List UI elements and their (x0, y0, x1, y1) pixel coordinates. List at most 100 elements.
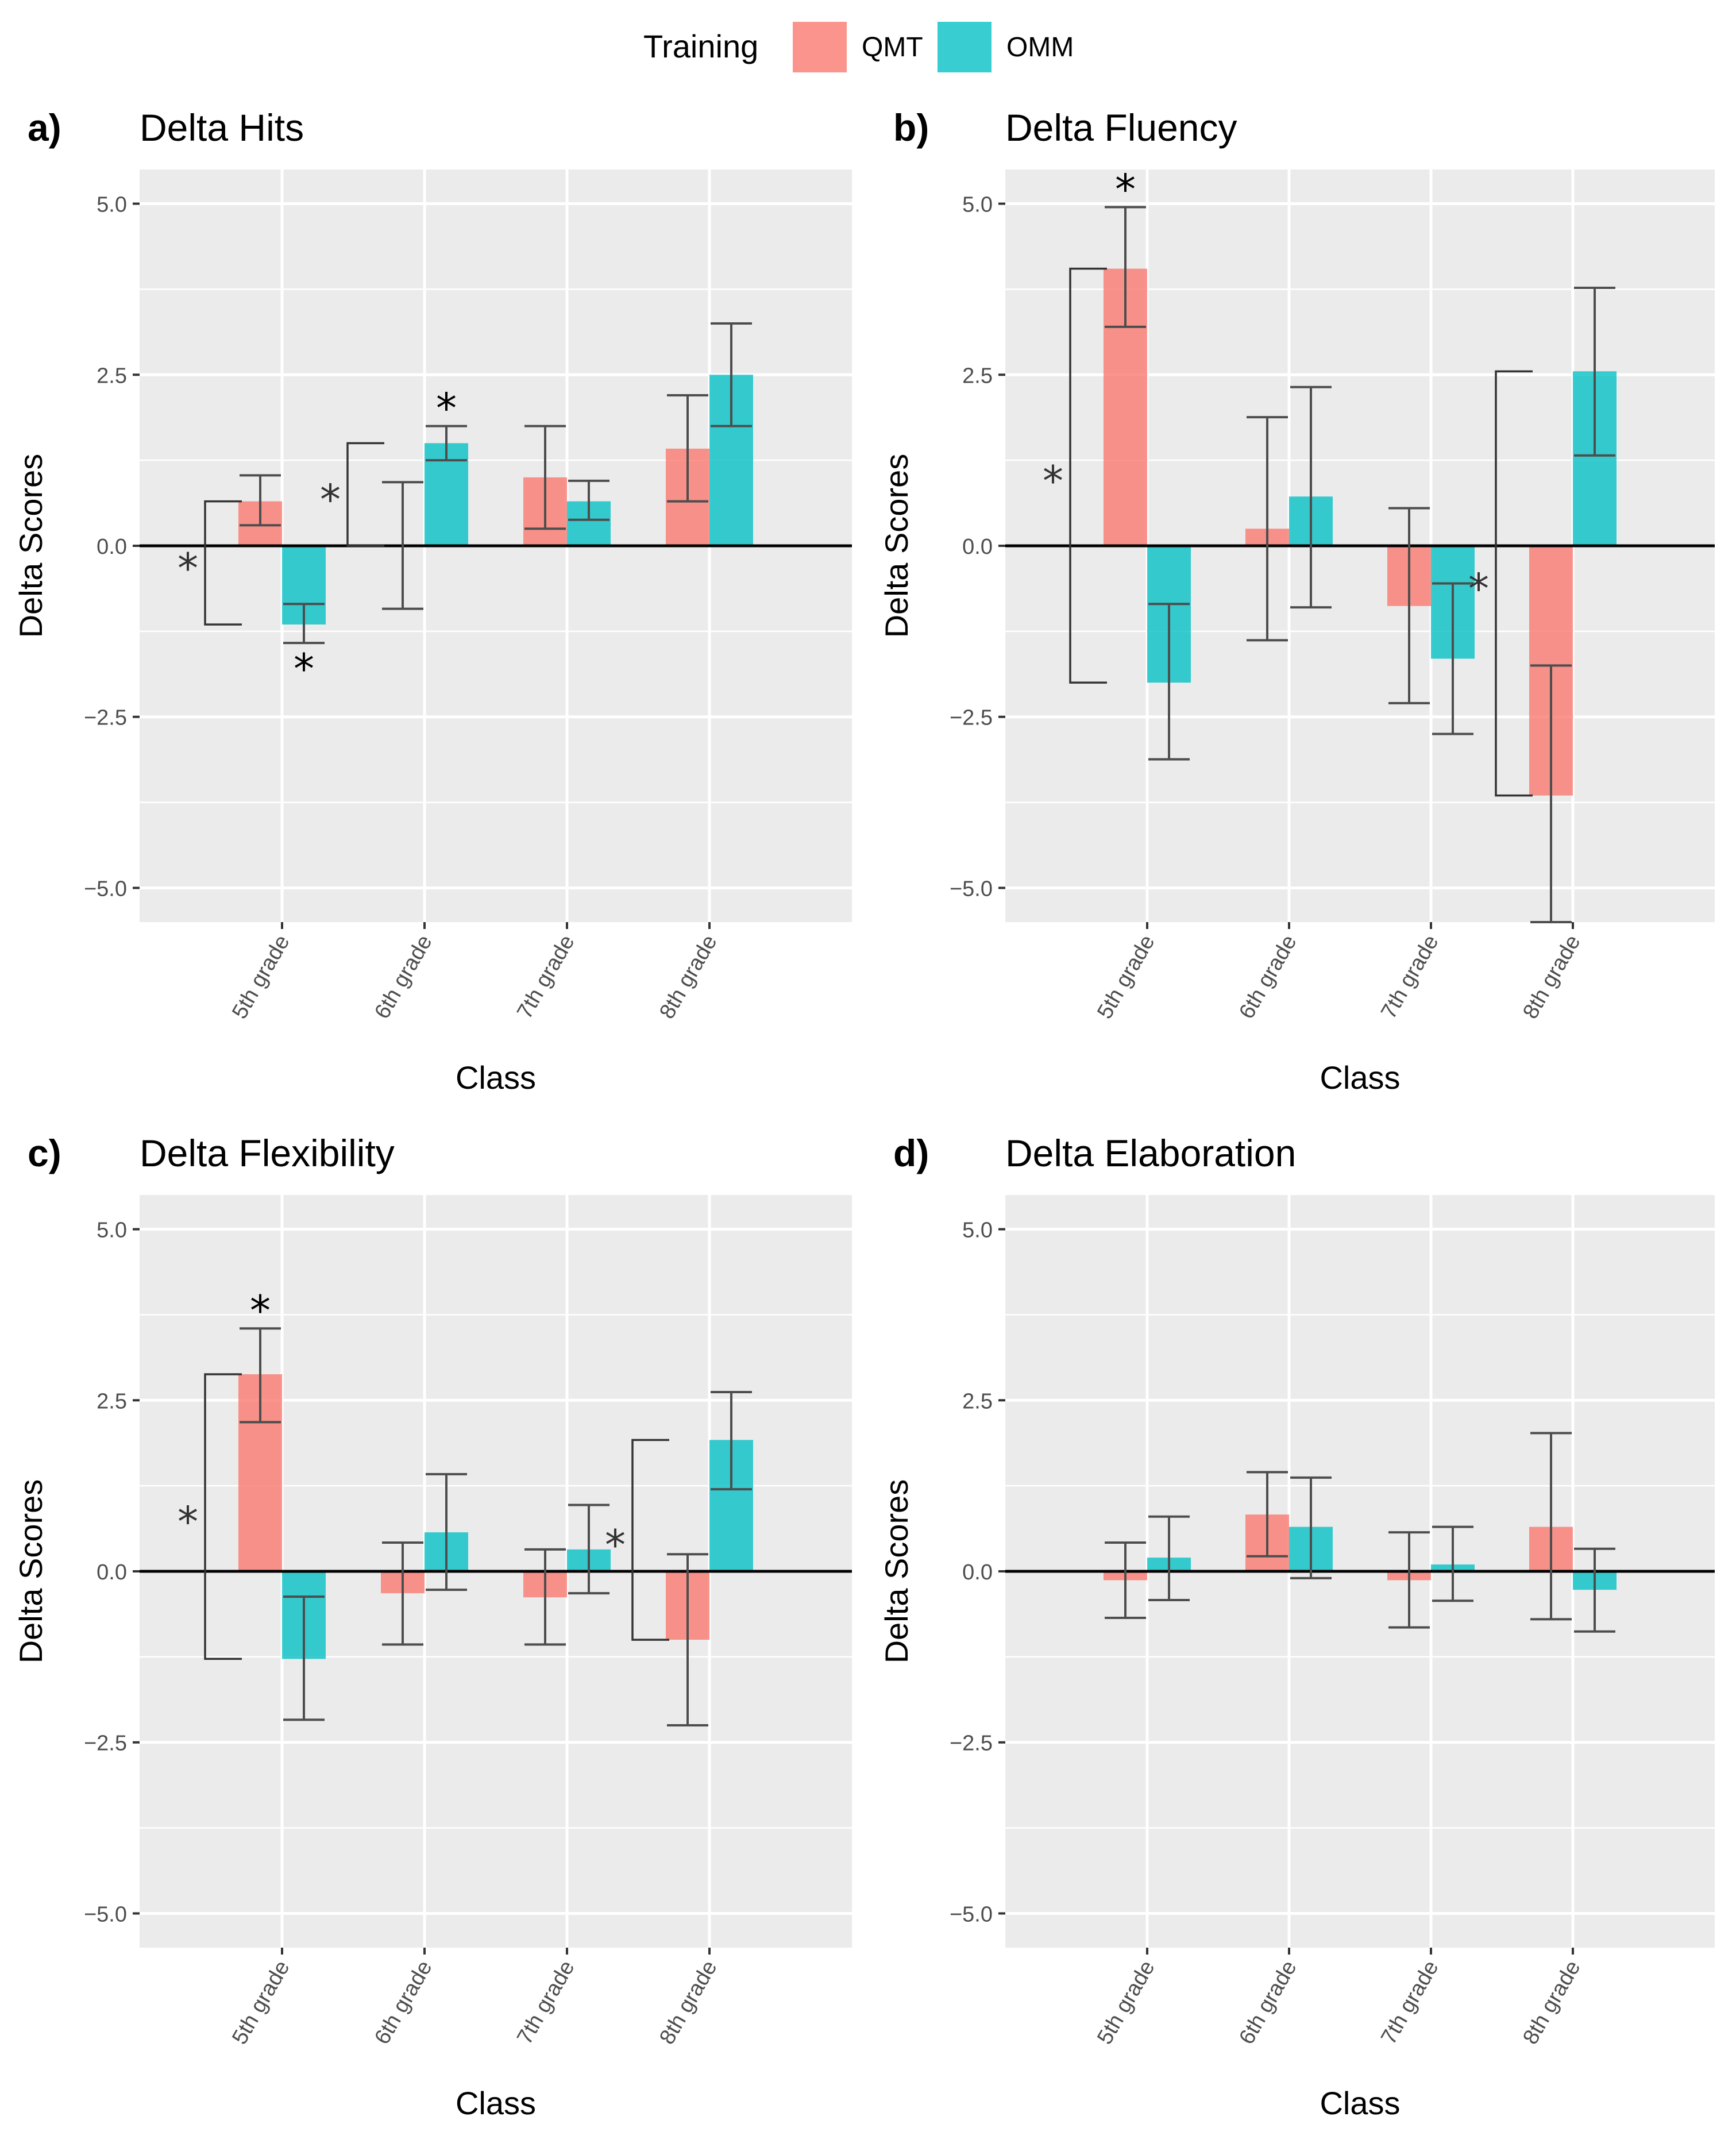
y-tick-label: −2.5 (84, 1732, 127, 1756)
x-axis-title: Class (456, 2085, 536, 2121)
y-tick-label: 2.5 (97, 1389, 127, 1413)
errorbar-qmt-5th-grade (240, 474, 281, 527)
y-tick-label: 5.0 (962, 1219, 993, 1243)
panel-letter: d) (893, 1132, 929, 1174)
errorbar-omm-5th-grade (1148, 603, 1190, 761)
panel-letter: a) (28, 106, 61, 149)
y-tick-label: −5.0 (84, 877, 127, 901)
errorbar-omm-5th-grade (283, 603, 325, 645)
y-axis-title: Delta Scores (878, 1479, 915, 1664)
errorbar-qmt-8th-grade (1530, 1432, 1572, 1621)
x-tick-label: 7th grade (1376, 931, 1444, 1023)
x-tick-label: 8th grade (655, 1957, 722, 2049)
y-tick-label: 2.5 (962, 1389, 993, 1413)
y-tick-label: −2.5 (950, 1732, 993, 1756)
y-tick-label: 5.0 (97, 1219, 127, 1243)
panel-b: 5.0 2.5 0.0 −2.5 −5.0 5th grade 6th grade 7th g… (878, 106, 1715, 1096)
errorbar-omm-6th-grade (426, 1473, 467, 1591)
errorbar-omm-7th-grade (1432, 582, 1473, 735)
comparison-bracket (346, 442, 384, 547)
bracket-star: * (605, 1521, 626, 1569)
x-tick-label: 8th grade (655, 931, 722, 1023)
y-axis-title: Delta Scores (13, 1479, 49, 1664)
x-axis-title: Class (1320, 2085, 1400, 2121)
y-tick-label: 0.0 (962, 535, 993, 559)
panel-title: Delta Elaboration (1005, 1132, 1296, 1174)
errorbar-omm-8th-grade (711, 322, 752, 427)
errorbar-qmt-5th-grade (1105, 206, 1146, 328)
y-tick-label: −5.0 (84, 1902, 127, 1926)
y-axis-title: Delta Scores (13, 454, 49, 638)
y-tick-label: −2.5 (84, 706, 127, 730)
legend-title: Training (643, 28, 758, 64)
errorbar-qmt-6th-grade (382, 1541, 423, 1646)
x-tick-label: 8th grade (1518, 931, 1585, 1023)
errorbar-qmt-6th-grade (382, 481, 423, 610)
errorbar-qmt-6th-grade (1247, 1471, 1288, 1558)
x-tick-label: 5th grade (227, 931, 295, 1023)
errorbar-qmt-7th-grade (1388, 1531, 1430, 1629)
y-tick-label: 2.5 (962, 364, 993, 388)
panel-c: 5.0 2.5 0.0 −2.5 −5.0 5th grade 6th grade 7th g… (13, 1132, 852, 2121)
legend: Training QMT OMM (643, 22, 1074, 72)
comparison-bracket (204, 500, 242, 626)
y-axis-title: Delta Scores (878, 454, 915, 638)
errorbar-omm-7th-grade (568, 479, 609, 521)
panel-letter: b) (893, 106, 929, 149)
legend-label-omm: OMM (1006, 32, 1074, 63)
y-tick-label: 5.0 (962, 193, 993, 217)
x-tick-label: 7th grade (1376, 1957, 1444, 2049)
x-tick-label: 5th grade (1093, 931, 1160, 1023)
panel-a: 5.0 2.5 0.0 −2.5 −5.0 5th grade 6th grade 7th g… (13, 106, 852, 1096)
legend-label-qmt: QMT (862, 32, 923, 63)
significance-star: * (294, 645, 314, 693)
x-tick-label: 6th grade (370, 1957, 437, 2049)
errorbar-qmt-5th-grade (1105, 1541, 1146, 1619)
y-tick-label: 0.0 (962, 1560, 993, 1585)
x-axis-title: Class (1320, 1059, 1400, 1096)
comparison-bracket (631, 1439, 669, 1641)
panel-title: Delta Hits (140, 106, 304, 149)
errorbar-qmt-7th-grade (524, 1548, 566, 1646)
bracket-star: * (178, 1498, 198, 1546)
errorbar-omm-6th-grade (1290, 386, 1332, 609)
bracket-star: * (320, 476, 341, 524)
errorbar-qmt-8th-grade (667, 1553, 708, 1726)
errorbar-qmt-5th-grade (240, 1327, 281, 1424)
significance-star: * (436, 384, 457, 433)
significance-star: * (1115, 165, 1136, 214)
panel-title: Delta Flexibility (140, 1132, 395, 1174)
panel-letter: c) (28, 1132, 61, 1174)
x-tick-label: 7th grade (512, 931, 580, 1023)
errorbar-omm-7th-grade (1432, 1525, 1473, 1602)
panel-title: Delta Fluency (1005, 106, 1237, 149)
bracket-star: * (1043, 457, 1063, 505)
x-tick-label: 8th grade (1518, 1957, 1585, 2049)
errorbar-omm-8th-grade (711, 1390, 752, 1491)
legend-swatch-qmt (793, 22, 847, 72)
errorbar-qmt-8th-grade (667, 394, 708, 503)
panel-d: 5.0 2.5 0.0 −2.5 −5.0 5th grade 6th grade 7th g… (878, 1132, 1715, 2121)
errorbar-omm-8th-grade (1574, 287, 1615, 457)
errorbar-qmt-8th-grade (1530, 664, 1572, 923)
y-tick-label: −5.0 (950, 1902, 993, 1926)
errorbar-qmt-7th-grade (524, 425, 566, 530)
errorbar-qmt-6th-grade (1247, 416, 1288, 642)
legend-swatch-omm (938, 22, 992, 72)
x-tick-label: 5th grade (227, 1957, 295, 2049)
errorbar-omm-5th-grade (283, 1595, 325, 1721)
x-axis-title: Class (456, 1059, 536, 1096)
y-tick-label: 0.0 (97, 1560, 127, 1585)
errorbar-omm-8th-grade (1574, 1547, 1615, 1633)
bracket-star: * (178, 544, 198, 592)
x-tick-label: 6th grade (1235, 931, 1302, 1023)
y-tick-label: 2.5 (97, 364, 127, 388)
x-tick-label: 6th grade (370, 931, 437, 1023)
errorbar-omm-6th-grade (426, 425, 467, 462)
comparison-bracket (1495, 370, 1533, 797)
y-tick-label: 0.0 (97, 535, 127, 559)
errorbar-omm-6th-grade (1290, 1476, 1332, 1579)
comparison-bracket (204, 1373, 242, 1660)
y-tick-label: −2.5 (950, 706, 993, 730)
